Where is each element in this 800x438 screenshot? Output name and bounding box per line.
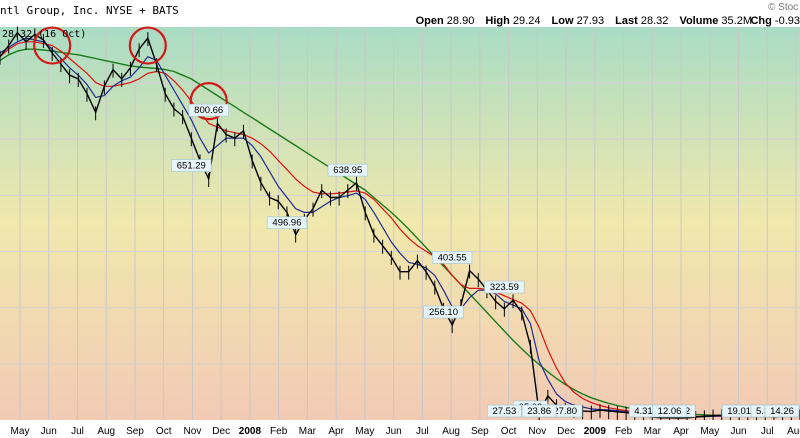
x-tick-label: May xyxy=(700,426,719,437)
x-tick-label: Feb xyxy=(615,426,633,437)
x-tick-label: May xyxy=(11,426,30,437)
price-annotation-box xyxy=(432,251,473,264)
chart-title: ntl Group, Inc. NYSE + BATS xyxy=(0,4,179,17)
x-tick-label: Dec xyxy=(557,426,575,437)
price-annotation: 19.01 xyxy=(727,406,751,417)
x-tick-label: Nov xyxy=(184,426,202,437)
price-annotation-box xyxy=(764,404,800,418)
x-tick-label: Aug xyxy=(97,426,115,437)
price-annotation: 27.53 xyxy=(492,406,516,417)
price-annotation-box xyxy=(521,404,557,418)
x-tick-label: May xyxy=(355,426,374,437)
price-annotation: 403.55 xyxy=(438,252,467,263)
price-annotation: 4.31 xyxy=(634,406,653,417)
last-value: 28.32 xyxy=(640,15,669,27)
price-annotation-box xyxy=(171,159,212,172)
x-tick-label: Mar xyxy=(299,426,317,437)
price-annotation-box xyxy=(652,404,687,418)
price-annotation: 651.29 xyxy=(177,161,206,172)
annotations: 800.66 651.29 638.95 496.96 403.55 323.59 256.… xyxy=(171,103,800,418)
price-annotation: 27.80 xyxy=(553,406,577,417)
highlight-circles xyxy=(33,26,228,121)
volume-label: Volume xyxy=(679,15,719,27)
price-annotation: 256.10 xyxy=(429,307,458,318)
x-tick-label: Mar xyxy=(644,426,662,437)
x-axis: May Jun Jul Aug Sep Oct Nov Dec 2008 Feb Mar Apr May… xyxy=(11,426,800,437)
x-tick-label: Aug xyxy=(442,426,460,437)
brand-logo: © StockCharts.com xyxy=(768,2,798,13)
price-annotation-box xyxy=(487,404,522,418)
highlight-circle xyxy=(33,26,72,65)
x-tick-label: Jul xyxy=(71,426,84,437)
x-tick-label: 2008 xyxy=(239,426,262,437)
grid xyxy=(0,27,800,420)
low-label: Low xyxy=(551,15,574,27)
x-tick-label: Oct xyxy=(501,426,517,437)
x-tick-label: Feb xyxy=(270,426,288,437)
highlight-circle xyxy=(128,26,167,65)
x-tick-label: Jun xyxy=(730,426,746,437)
x-tick-label: Sep xyxy=(471,426,489,437)
x-tick-label: Jun xyxy=(41,426,57,437)
x-tick-label: Jul xyxy=(761,426,774,437)
x-tick-label: Apr xyxy=(673,426,689,437)
x-tick-label: Oct xyxy=(156,426,172,437)
price-annotation: 800.66 xyxy=(194,105,223,116)
open-value: 28.90 xyxy=(446,15,475,27)
volume-value: 35.2M xyxy=(721,15,752,27)
x-tick-label: Jun xyxy=(386,426,402,437)
x-tick-label: Jul xyxy=(416,426,429,437)
price-annotation-box xyxy=(484,280,525,294)
price-annotation: 638.95 xyxy=(333,165,362,176)
change-readout: Chg -0.93 xyxy=(750,15,800,27)
high-value: 29.24 xyxy=(512,15,541,27)
last-price-legend: 28.32 (16 Oct) xyxy=(2,29,86,40)
chart-header: ntl Group, Inc. NYSE + BATS © StockChart… xyxy=(0,0,800,27)
x-tick-label: Apr xyxy=(328,426,344,437)
price-annotation-box xyxy=(423,305,464,319)
price-annotation: 323.59 xyxy=(490,282,519,293)
price-annotation: 23.86 xyxy=(527,406,551,417)
plot-background xyxy=(0,27,800,420)
open-label: Open xyxy=(415,15,444,27)
high-label: High xyxy=(485,15,510,27)
price-annotation: 14.26 xyxy=(770,406,794,417)
chg-value: -0.93 xyxy=(774,15,800,27)
last-label: Last xyxy=(615,15,638,27)
x-tick-label: Sep xyxy=(126,426,144,437)
price-annotation-box xyxy=(188,103,229,117)
x-tick-label: Aug xyxy=(787,426,800,437)
price-annotation: 12.06 xyxy=(658,406,682,417)
highlight-circle xyxy=(189,82,228,121)
price-annotation-box xyxy=(266,216,308,230)
x-tick-label: 2009 xyxy=(584,426,607,437)
price-annotation-box xyxy=(327,163,368,177)
low-value: 27.93 xyxy=(576,15,605,27)
x-tick-label: Dec xyxy=(212,426,230,437)
chg-label: Chg xyxy=(750,15,772,27)
price-annotation: 496.96 xyxy=(272,218,301,229)
quote-bar: Open 28.90 High 29.24 Low 27.93 Last 28.… xyxy=(416,15,760,27)
x-tick-label: Nov xyxy=(528,426,546,437)
